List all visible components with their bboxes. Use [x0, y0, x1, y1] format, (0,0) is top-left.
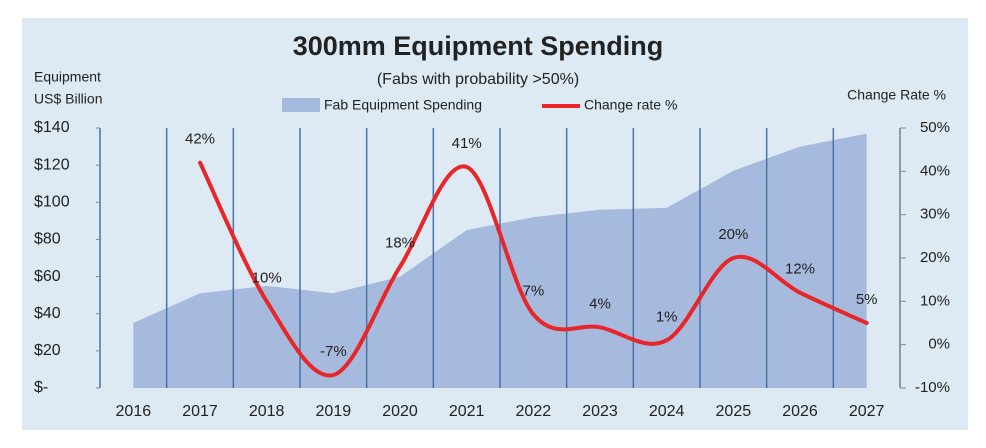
- y2-tick-label: 20%: [920, 249, 950, 266]
- data-label: 7%: [522, 282, 544, 299]
- x-tick-label: 2026: [782, 403, 818, 420]
- chart-title: 300mm Equipment Spending: [293, 31, 664, 61]
- legend-swatch: [282, 98, 320, 112]
- x-tick-label: 2022: [516, 403, 552, 420]
- data-label: 12%: [785, 261, 815, 278]
- y2-axis-label: Change Rate %: [847, 87, 946, 103]
- x-tick-label: 2027: [849, 403, 885, 420]
- x-tick-label: 2020: [382, 403, 418, 420]
- x-tick-label: 2019: [316, 403, 352, 420]
- data-label: 5%: [856, 291, 878, 308]
- x-tick-label: 2021: [449, 403, 485, 420]
- data-label: 20%: [718, 226, 748, 243]
- x-tick-label: 2017: [182, 403, 218, 420]
- x-tick-label: 2023: [582, 403, 618, 420]
- y2-tick-label: 30%: [920, 206, 950, 223]
- x-tick-label: 2018: [249, 403, 285, 420]
- data-label: -7%: [320, 343, 347, 360]
- legend-label: Fab Equipment Spending: [324, 97, 482, 113]
- y2-tick-label: 40%: [920, 162, 950, 179]
- y-tick-label: $140: [34, 119, 70, 136]
- x-tick-label: 2016: [116, 403, 152, 420]
- data-label: 10%: [252, 269, 282, 286]
- y-axis-label: Equipment: [34, 69, 101, 85]
- legend-label: Change rate %: [584, 97, 677, 113]
- y-tick-label: $80: [34, 231, 61, 248]
- y2-tick-label: 50%: [920, 119, 950, 136]
- y-tick-label: $60: [34, 268, 61, 285]
- y-tick-label: $100: [34, 194, 70, 211]
- data-label: 18%: [385, 235, 415, 252]
- y-tick-label: $120: [34, 156, 70, 173]
- x-tick-label: 2024: [649, 403, 685, 420]
- y-tick-label: $20: [34, 342, 61, 359]
- chart-subtitle: (Fabs with probability >50%): [377, 71, 579, 88]
- y-tick-label: $40: [34, 305, 61, 322]
- data-label: 1%: [656, 308, 678, 325]
- y-tick-label: $-: [34, 379, 48, 396]
- y-axis-label: US$ Billion: [34, 91, 102, 107]
- data-label: 41%: [452, 135, 482, 152]
- line: [198, 160, 869, 378]
- y2-tick-label: -10%: [915, 379, 950, 396]
- x-tick-label: 2025: [716, 403, 752, 420]
- y2-tick-label: 0%: [928, 336, 950, 353]
- data-label: 42%: [185, 131, 215, 148]
- data-label: 4%: [589, 295, 611, 312]
- y2-tick-label: 10%: [920, 292, 950, 309]
